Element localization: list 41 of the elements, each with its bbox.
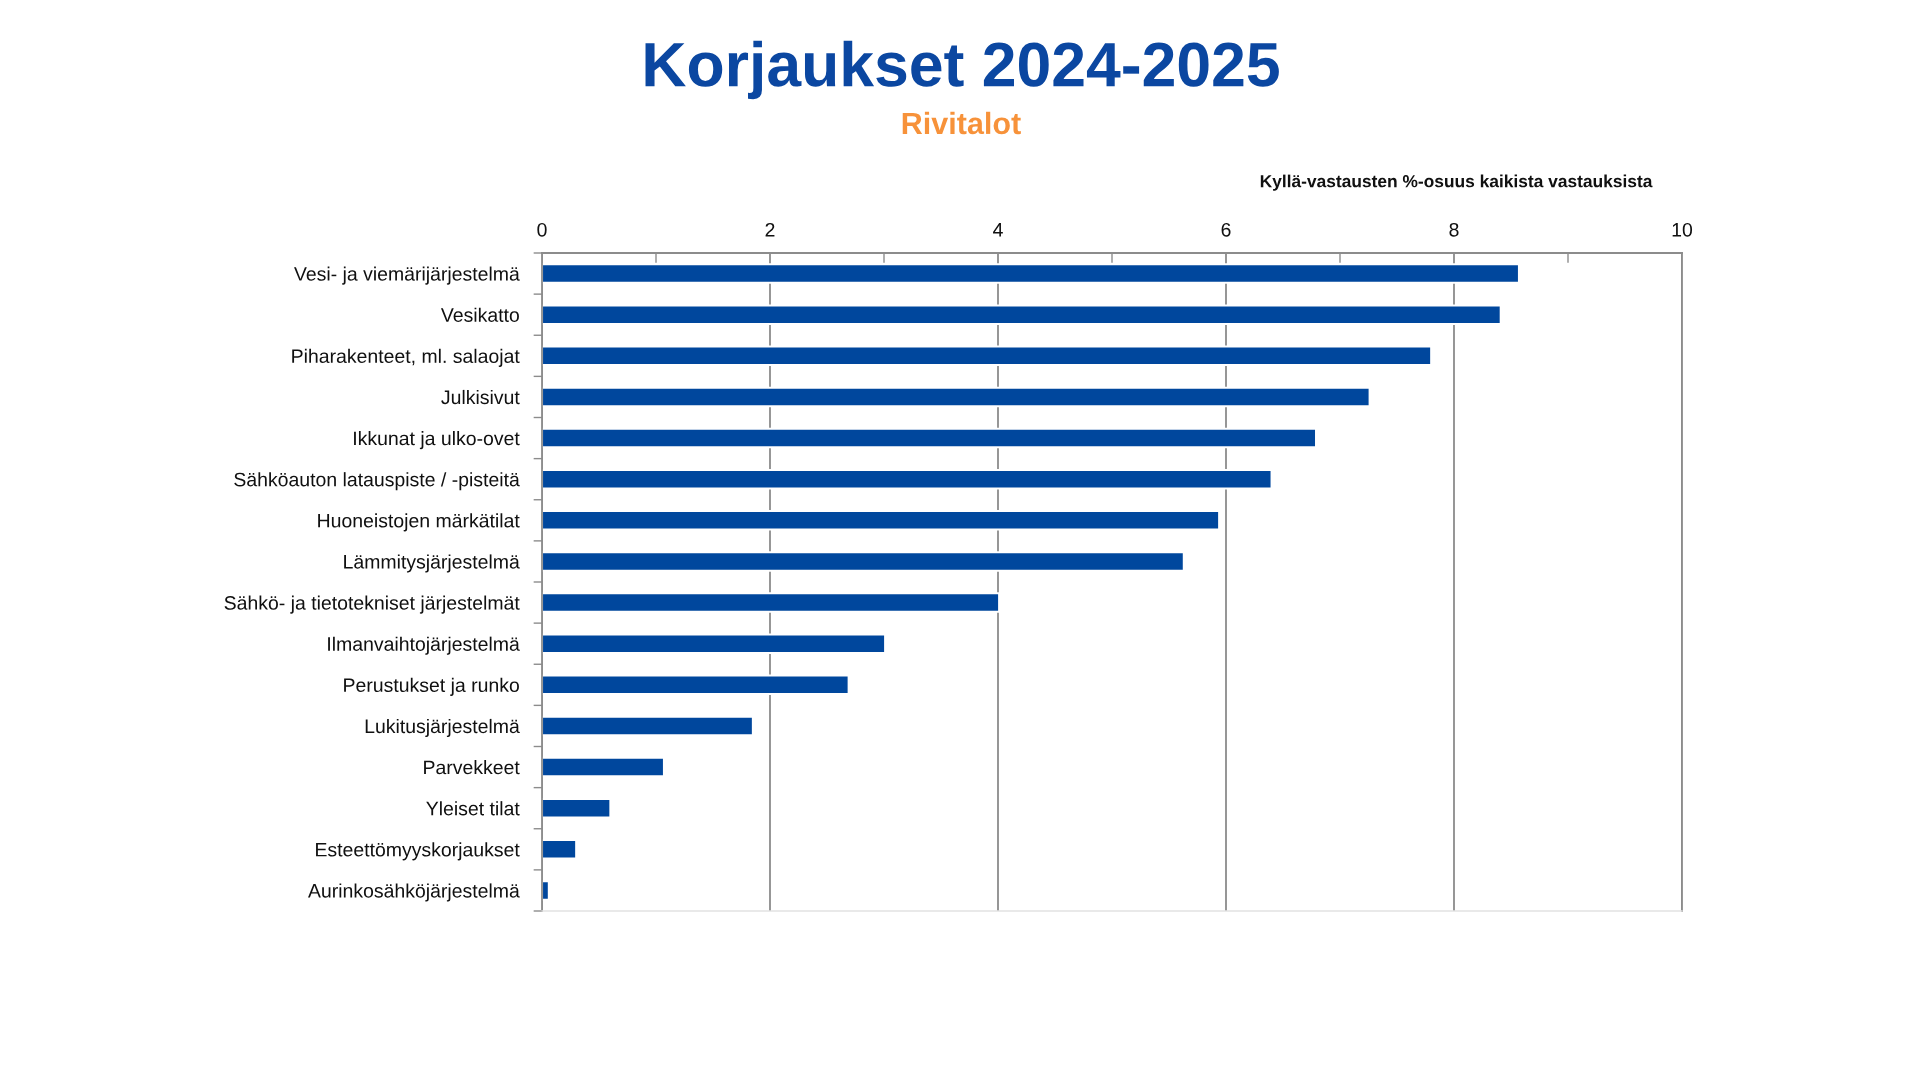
y-tick-label: Parvekkeet [424, 760, 520, 775]
chart-title: Korjaukset 2024-2025 [645, 40, 1279, 100]
bar [542, 468, 1273, 490]
bar [542, 551, 1185, 572]
bar [542, 756, 666, 778]
bar [542, 880, 550, 901]
x-tick-label: 6 [1221, 222, 1231, 237]
y-tick-label: Perustukset ja runko [344, 677, 519, 696]
y-tick-label: Yleiset tilat [426, 801, 520, 816]
x-tick-label: 10 [1672, 222, 1693, 237]
bar [542, 427, 1318, 449]
y-tick-label: Esteettömyyskorjaukset [316, 842, 520, 861]
chart-subtitle: Rivitalot [902, 111, 1021, 135]
bar [542, 510, 1221, 531]
bar [542, 633, 887, 654]
bar [542, 263, 1521, 284]
y-tick-label: Ikkunat ja ulko-ovet [354, 431, 520, 450]
bar [542, 797, 612, 819]
y-tick-label: Sähkö- ja tietotekniset järjestelmät [224, 595, 520, 614]
y-tick-label: Aurinkosähköjärjestelmä [308, 883, 520, 902]
bar [542, 592, 1001, 613]
bar [542, 715, 754, 737]
x-tick-label: 2 [765, 222, 775, 237]
x-tick-label: 0 [537, 222, 547, 237]
y-tick-label: Vesikatto [440, 307, 519, 322]
x-tick-label: 4 [993, 223, 1003, 237]
y-tick-label: Sähköauton latauspiste / -pisteitä [234, 472, 520, 491]
bar [542, 839, 578, 860]
y-tick-label: Huoneistojen märkätilat [318, 513, 520, 532]
y-tick-label: Lämmitysjärjestelmä [344, 554, 520, 573]
y-tick-label: Vesi- ja viemärijärjestelmä [294, 266, 520, 285]
y-tick-label: Lukitusjärjestelmä [365, 718, 520, 738]
bar [542, 304, 1502, 325]
x-axis-title: Kyllä-vastausten %-osuus kaikista vastauksista [1260, 174, 1653, 191]
bar [542, 674, 850, 696]
bar [542, 386, 1371, 408]
x-tick-label: 8 [1449, 222, 1459, 237]
bar [542, 345, 1433, 367]
y-tick-label: Ilmanvaihtojärjestelmä [328, 636, 520, 655]
y-tick-label: Piharakenteet, ml. salaojat [292, 348, 520, 367]
y-tick-label: Julkisivut [441, 389, 520, 405]
